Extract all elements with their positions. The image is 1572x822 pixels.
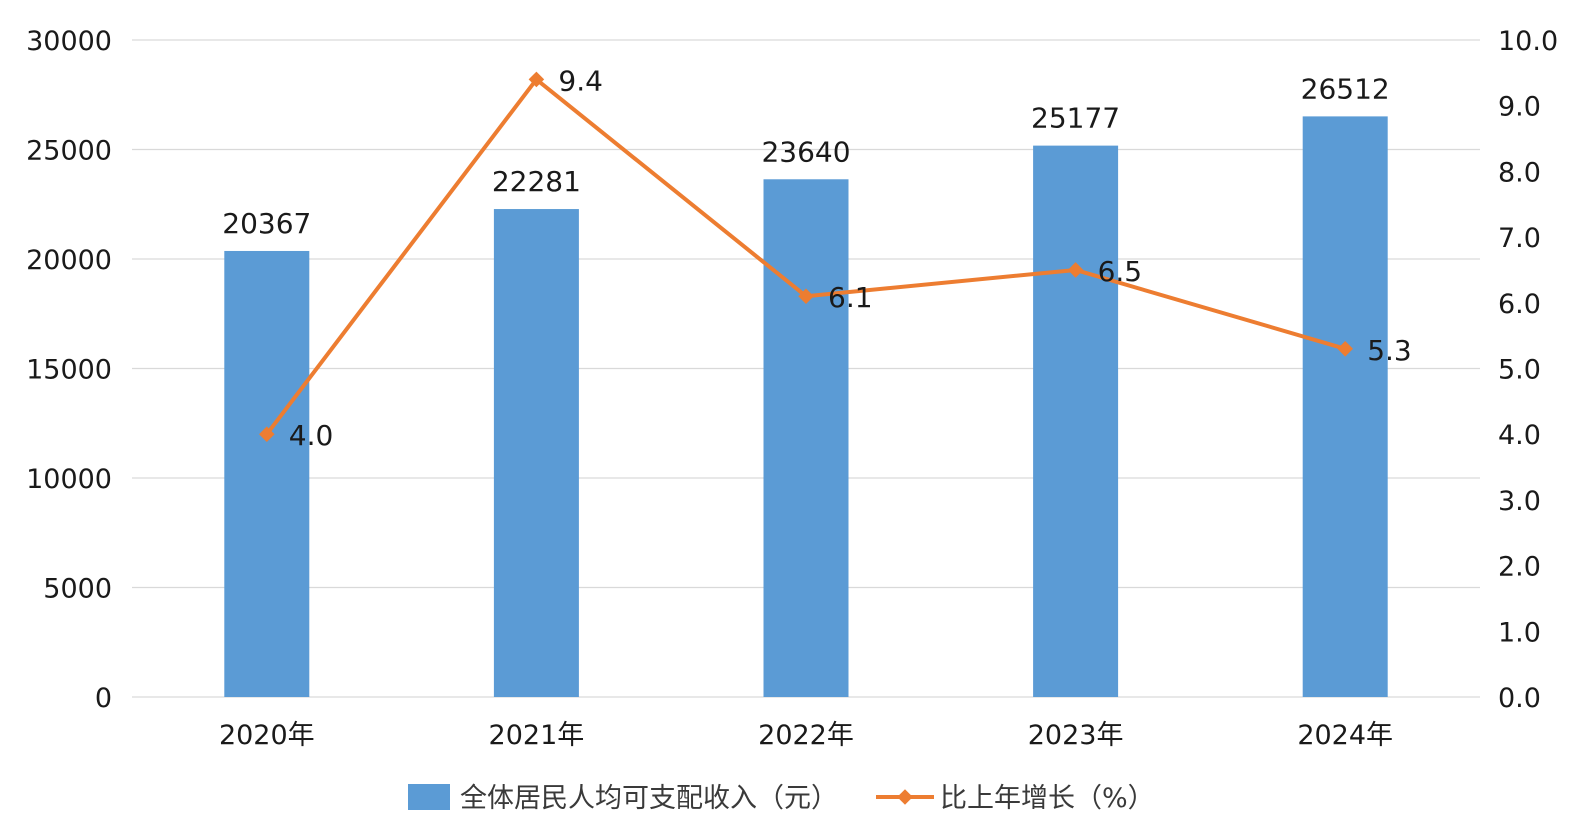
line-value-label: 6.1 [828, 281, 873, 314]
legend-bar-label: 全体居民人均可支配收入（元） [460, 783, 838, 814]
bar [1302, 116, 1388, 697]
left-tick-label: 20000 [26, 245, 112, 276]
right-tick-label: 8.0 [1498, 157, 1541, 188]
bar-value-label: 20367 [222, 207, 311, 240]
bar-value-label: 25177 [1031, 102, 1120, 135]
x-tick-label: 2021年 [489, 720, 585, 751]
bar [493, 209, 579, 698]
bar [763, 179, 849, 697]
right-tick-label: 1.0 [1498, 617, 1541, 648]
x-tick-label: 2020年 [219, 720, 315, 751]
left-tick-label: 25000 [26, 136, 112, 167]
line-value-label: 9.4 [558, 64, 603, 97]
right-tick-label: 10.0 [1498, 26, 1558, 57]
line-point-marker [1337, 341, 1353, 357]
left-tick-label: 10000 [26, 464, 112, 495]
bar-data-labels: 20367 22281 23640 25177 26512 [222, 72, 1389, 240]
legend-line-marker [897, 789, 913, 805]
line-point-marker [1067, 262, 1084, 278]
line-value-label: 5.3 [1367, 334, 1412, 367]
x-axis-ticks: 2020年 2021年 2022年 2023年 2024年 [219, 720, 1393, 751]
right-tick-label: 4.0 [1498, 420, 1541, 451]
legend-line-label: 比上年增长（%） [940, 783, 1155, 814]
line-value-label: 4.0 [289, 419, 334, 452]
bar [1033, 145, 1119, 697]
left-tick-label: 0 [95, 683, 112, 714]
line-value-label: 6.5 [1098, 255, 1143, 288]
x-tick-label: 2022年 [758, 720, 854, 751]
right-tick-label: 7.0 [1498, 223, 1541, 254]
x-tick-label: 2024年 [1297, 720, 1393, 751]
left-tick-label: 30000 [26, 26, 112, 57]
right-tick-label: 2.0 [1498, 552, 1541, 583]
bar-series [224, 116, 1388, 698]
line-data-labels: 4.0 9.4 6.1 6.5 5.3 [289, 64, 1412, 452]
right-tick-label: 5.0 [1498, 355, 1541, 386]
bar-value-label: 22281 [492, 165, 581, 198]
right-tick-label: 9.0 [1498, 92, 1541, 123]
bar [224, 250, 310, 697]
legend: 全体居民人均可支配收入（元） 比上年增长（%） [408, 783, 1155, 814]
right-tick-label: 0.0 [1498, 683, 1541, 714]
left-tick-label: 5000 [43, 574, 112, 605]
x-tick-label: 2023年 [1028, 720, 1124, 751]
left-tick-label: 15000 [26, 355, 112, 386]
right-axis-ticks: 0.0 1.0 2.0 3.0 4.0 5.0 6.0 7.0 8.0 9.0 10.0 [1498, 26, 1558, 714]
right-tick-label: 6.0 [1498, 289, 1541, 320]
bar-value-label: 26512 [1301, 72, 1390, 105]
bar-value-label: 23640 [761, 135, 850, 168]
legend-bar-swatch [408, 784, 450, 810]
right-tick-label: 3.0 [1498, 486, 1541, 517]
left-axis-ticks: 0 5000 10000 15000 20000 25000 30000 [26, 26, 112, 714]
